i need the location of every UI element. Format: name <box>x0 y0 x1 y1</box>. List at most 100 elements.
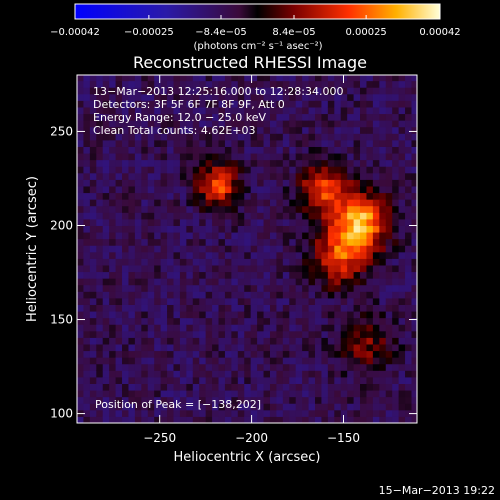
heatmap-cell <box>128 350 136 358</box>
heatmap-cell <box>334 383 342 391</box>
heatmap-cell <box>224 409 232 417</box>
heatmap-cell <box>308 153 316 161</box>
heatmap-cell <box>276 80 284 88</box>
heatmap-cell <box>218 297 226 305</box>
heatmap-cell <box>205 75 213 82</box>
heatmap-cell <box>218 324 226 332</box>
heatmap-cell <box>263 317 271 325</box>
heatmap-cell <box>411 238 417 246</box>
heatmap-cell <box>96 337 104 345</box>
heatmap-cell <box>83 75 91 82</box>
heatmap-cell <box>276 390 284 398</box>
heatmap-cell <box>257 126 265 134</box>
heatmap-cell <box>353 133 361 141</box>
heatmap-cell <box>269 159 277 167</box>
heatmap-cell <box>244 166 252 174</box>
heatmap-cell <box>334 238 342 246</box>
heatmap-cell <box>250 337 258 345</box>
heatmap-cell <box>372 75 380 82</box>
heatmap-cell <box>289 120 297 128</box>
heatmap-cell <box>282 403 290 411</box>
heatmap-cell <box>392 350 400 358</box>
heatmap-cell <box>321 304 329 312</box>
heatmap-cell <box>154 172 162 180</box>
heatmap-cell <box>411 390 417 398</box>
heatmap-cell <box>295 192 303 200</box>
heatmap-cell <box>257 93 265 101</box>
heatmap-cell <box>237 75 245 82</box>
heatmap-cell <box>237 153 245 161</box>
heatmap-cell <box>83 113 91 121</box>
heatmap-cell <box>276 311 284 319</box>
heatmap-cell <box>250 383 258 391</box>
heatmap-cell <box>186 139 194 147</box>
heatmap-cell <box>282 311 290 319</box>
heatmap-cell <box>115 264 123 273</box>
heatmap-cell <box>372 330 380 338</box>
heatmap-cell <box>77 264 84 273</box>
heatmap-cell <box>379 383 387 391</box>
heatmap-cell <box>282 284 290 292</box>
heatmap-cell <box>282 245 290 253</box>
heatmap-cell <box>192 317 200 325</box>
heatmap-cell <box>89 126 97 134</box>
heatmap-cell <box>77 390 84 398</box>
heatmap-cell <box>405 317 412 325</box>
heatmap-cell <box>102 80 110 88</box>
heatmap-cell <box>366 284 374 292</box>
heatmap-cell <box>360 238 367 246</box>
heatmap-cell <box>244 343 252 352</box>
heatmap-cell <box>134 212 142 220</box>
heatmap-cell <box>83 139 91 147</box>
heatmap-cell <box>77 416 84 423</box>
heatmap-cell <box>353 264 361 273</box>
heatmap-cell <box>109 330 117 338</box>
heatmap-cell <box>276 330 284 338</box>
heatmap-cell <box>347 199 355 207</box>
heatmap-cell <box>385 133 393 141</box>
heatmap-cell <box>205 225 213 233</box>
heatmap-cell <box>398 133 406 141</box>
heatmap-cell <box>302 376 310 384</box>
heatmap-cell <box>366 75 374 82</box>
heatmap-cell <box>224 113 232 121</box>
heatmap-cell <box>398 205 406 213</box>
heatmap-cell <box>128 139 136 147</box>
heatmap-cell <box>340 87 348 95</box>
heatmap-cell <box>179 264 187 273</box>
heatmap-cell <box>366 80 374 88</box>
heatmap-cell <box>186 278 194 286</box>
heatmap-cell <box>302 100 310 108</box>
heatmap-cell <box>141 258 149 266</box>
heatmap-cell <box>263 225 271 233</box>
heatmap-cell <box>122 284 129 292</box>
heatmap-cell <box>315 153 322 161</box>
heatmap-cell <box>109 172 117 180</box>
heatmap-cell <box>282 350 290 358</box>
heatmap-cell <box>353 139 361 147</box>
heatmap-cell <box>405 403 412 411</box>
heatmap-cell <box>398 225 406 233</box>
heatmap-cell <box>315 251 322 259</box>
heatmap-cell <box>263 199 271 207</box>
heatmap-cell <box>347 93 355 101</box>
heatmap-cell <box>308 258 316 266</box>
heatmap-cell <box>115 357 123 365</box>
heatmap-cell <box>257 324 265 332</box>
heatmap-cell <box>179 225 187 233</box>
heatmap-cell <box>334 172 342 180</box>
heatmap-cell <box>347 80 355 88</box>
heatmap-cell <box>347 258 355 266</box>
heatmap-cell <box>302 304 310 312</box>
heatmap-cell <box>173 383 181 391</box>
heatmap-cell <box>308 80 316 88</box>
heatmap-cell <box>147 278 155 286</box>
heatmap-cell <box>334 337 342 345</box>
heatmap-cell <box>199 383 207 391</box>
heatmap-cell <box>212 146 220 154</box>
heatmap-cell <box>122 212 129 220</box>
heatmap-cell <box>96 179 104 187</box>
heatmap-cell <box>115 126 123 134</box>
heatmap-cell <box>102 199 110 207</box>
heatmap-cell <box>192 212 200 220</box>
